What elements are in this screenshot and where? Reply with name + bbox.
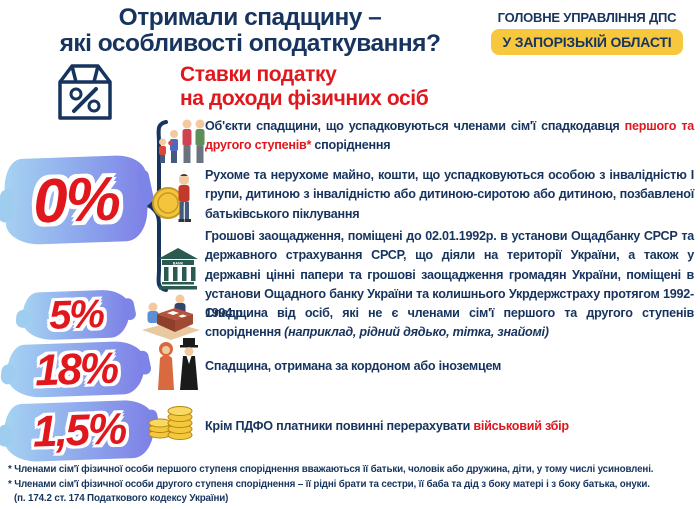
footnotes: * Членами сім'ї фізичної особи першого с… — [8, 463, 698, 507]
bullet-zero-family: Об'єкти спадщини, що успадковуються член… — [205, 117, 694, 156]
coins-stack-icon — [148, 402, 194, 440]
rate-zero-value: 0% — [32, 164, 120, 236]
rate-five-value: 5% — [48, 291, 104, 338]
bullet6-text-pre: Крім ПДФО платники повинні перерахувати — [205, 419, 474, 433]
bullet5-text: Спадщина, отримана за кордоном або інозе… — [205, 359, 502, 373]
footnote-law-reference: (п. 174.2 ст. 174 Податкового кодексу Ук… — [14, 493, 229, 505]
person-coin-icon — [152, 172, 198, 224]
bullet2-text: Рухоме та нерухоме майно, кошти, що успа… — [205, 168, 694, 221]
bullet-five-nonfamily: Спадщина від осіб, які не є членами сім'… — [205, 304, 694, 343]
footnote-second-degree: * Членами сім'ї фізичної особи другого с… — [8, 478, 650, 490]
bullet1-text-red: першого та другого ступенів* — [205, 119, 695, 153]
bullet4-text-main: Спадщина від осіб, які не є членами сім'… — [205, 306, 694, 340]
bullet1-text-pre: Об'єкти спадщини, що успадковуються член… — [205, 119, 625, 133]
page-title-line2: які особливості оподаткування? — [59, 30, 441, 57]
org-header: ГОЛОВНЕ УПРАВЛІННЯ ДПС У ЗАПОРІЗЬКІЙ ОБЛ… — [482, 10, 692, 55]
rate-onefive-value: 1,5% — [31, 404, 126, 457]
rate-eighteen-value: 18% — [34, 343, 118, 395]
bullet-eighteen-abroad: Спадщина, отримана за кордоном або інозе… — [205, 357, 694, 376]
org-name: ГОЛОВНЕ УПРАВЛІННЯ ДПС — [497, 10, 677, 25]
rate-onefive-highlight: 1,5% — [3, 399, 155, 463]
rate-eighteen-highlight: 18% — [6, 340, 146, 399]
footnote-first-degree: * Членами сім'ї фізичної особи першого с… — [8, 464, 654, 475]
bullet3-text: Грошові заощадження, поміщені до 02.01.1… — [205, 229, 694, 321]
subtitle-line1: Ставки податку — [180, 63, 337, 86]
bullet-zero-savings: Грошові заощадження, поміщені до 02.01.1… — [205, 227, 694, 323]
foreigners-icon — [154, 338, 198, 390]
bullet-military-levy: Крім ПДФО платники повинні перерахувати … — [205, 417, 694, 436]
notary-desk-icon — [140, 292, 202, 340]
org-region-badge: У ЗАПОРІЗЬКІЙ ОБЛАСТІ — [490, 29, 684, 55]
rate-five-highlight: 5% — [21, 289, 131, 341]
page-title: Отримали спадщину – які особливості опод… — [0, 5, 500, 57]
bullet1-text-post: споріднення — [311, 138, 391, 153]
section-subtitle: Ставки податку на доходи фізичних осіб — [180, 63, 429, 111]
rate-zero-highlight: 0% — [3, 154, 149, 246]
svg-text:BANK: BANK — [173, 261, 184, 265]
page-title-line1: Отримали спадщину – — [118, 4, 382, 31]
subtitle-line2: на доходи фізичних осіб — [180, 87, 429, 110]
bullet4-text-note: (наприклад, рідний дядько, тітка, знайом… — [284, 325, 549, 340]
family-icon — [158, 117, 206, 163]
percent-box-icon — [48, 58, 122, 122]
bullet-zero-disability: Рухоме та нерухоме майно, кошти, що успа… — [205, 166, 694, 224]
curly-brace — [147, 120, 169, 292]
bullet6-text-red: військовий збір — [473, 419, 569, 433]
bank-icon: BANK — [156, 248, 200, 290]
